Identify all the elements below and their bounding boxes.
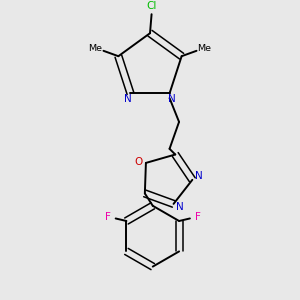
Text: N: N: [176, 202, 184, 212]
Text: Cl: Cl: [146, 1, 157, 11]
Text: Me: Me: [197, 44, 212, 53]
Text: Me: Me: [88, 44, 103, 53]
Text: N: N: [168, 94, 176, 104]
Text: F: F: [194, 212, 200, 222]
Text: N: N: [124, 94, 132, 104]
Text: O: O: [135, 157, 143, 167]
Text: N: N: [195, 171, 203, 181]
Text: F: F: [105, 212, 111, 222]
